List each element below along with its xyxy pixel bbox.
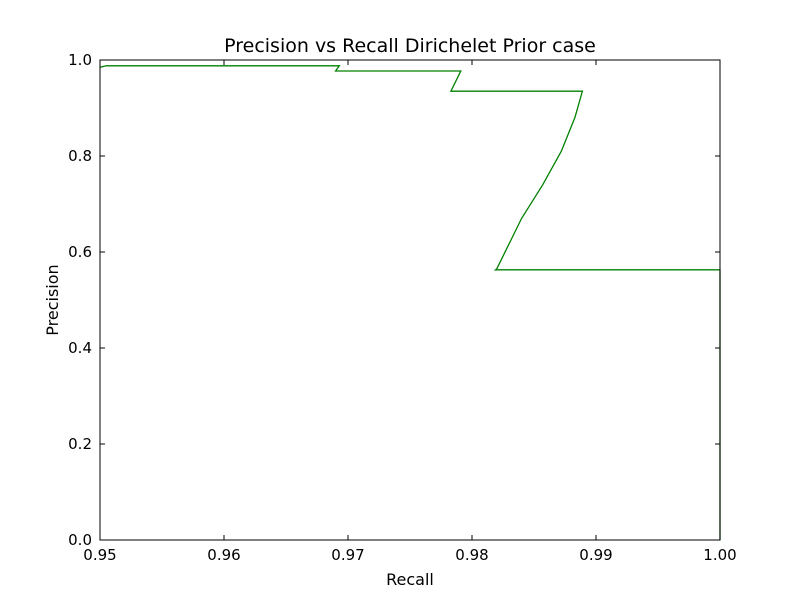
plot-frame bbox=[99, 59, 721, 541]
x-tick-label-5: 1.00 bbox=[703, 546, 736, 564]
y-axis-label: Precision bbox=[43, 264, 62, 335]
chart-title: Precision vs Recall Dirichelet Prior cas… bbox=[224, 35, 596, 57]
x-axis-label: Recall bbox=[386, 570, 434, 589]
y-tick-label-4: 0.8 bbox=[68, 147, 92, 165]
y-tick-label-2: 0.4 bbox=[68, 339, 92, 357]
x-tick-label-2: 0.97 bbox=[331, 546, 364, 564]
x-tick-label-1: 0.96 bbox=[207, 546, 240, 564]
x-tick-label-4: 0.99 bbox=[579, 546, 612, 564]
series-line-0 bbox=[99, 65, 721, 540]
y-tick-label-5: 1.0 bbox=[68, 51, 92, 69]
y-tick-label-1: 0.2 bbox=[68, 435, 92, 453]
y-tick-label-3: 0.6 bbox=[68, 243, 92, 261]
x-tick-label-0: 0.95 bbox=[83, 546, 116, 564]
x-tick-label-3: 0.98 bbox=[455, 546, 488, 564]
series-layer bbox=[99, 65, 721, 540]
y-tick-label-0: 0.0 bbox=[68, 531, 92, 549]
